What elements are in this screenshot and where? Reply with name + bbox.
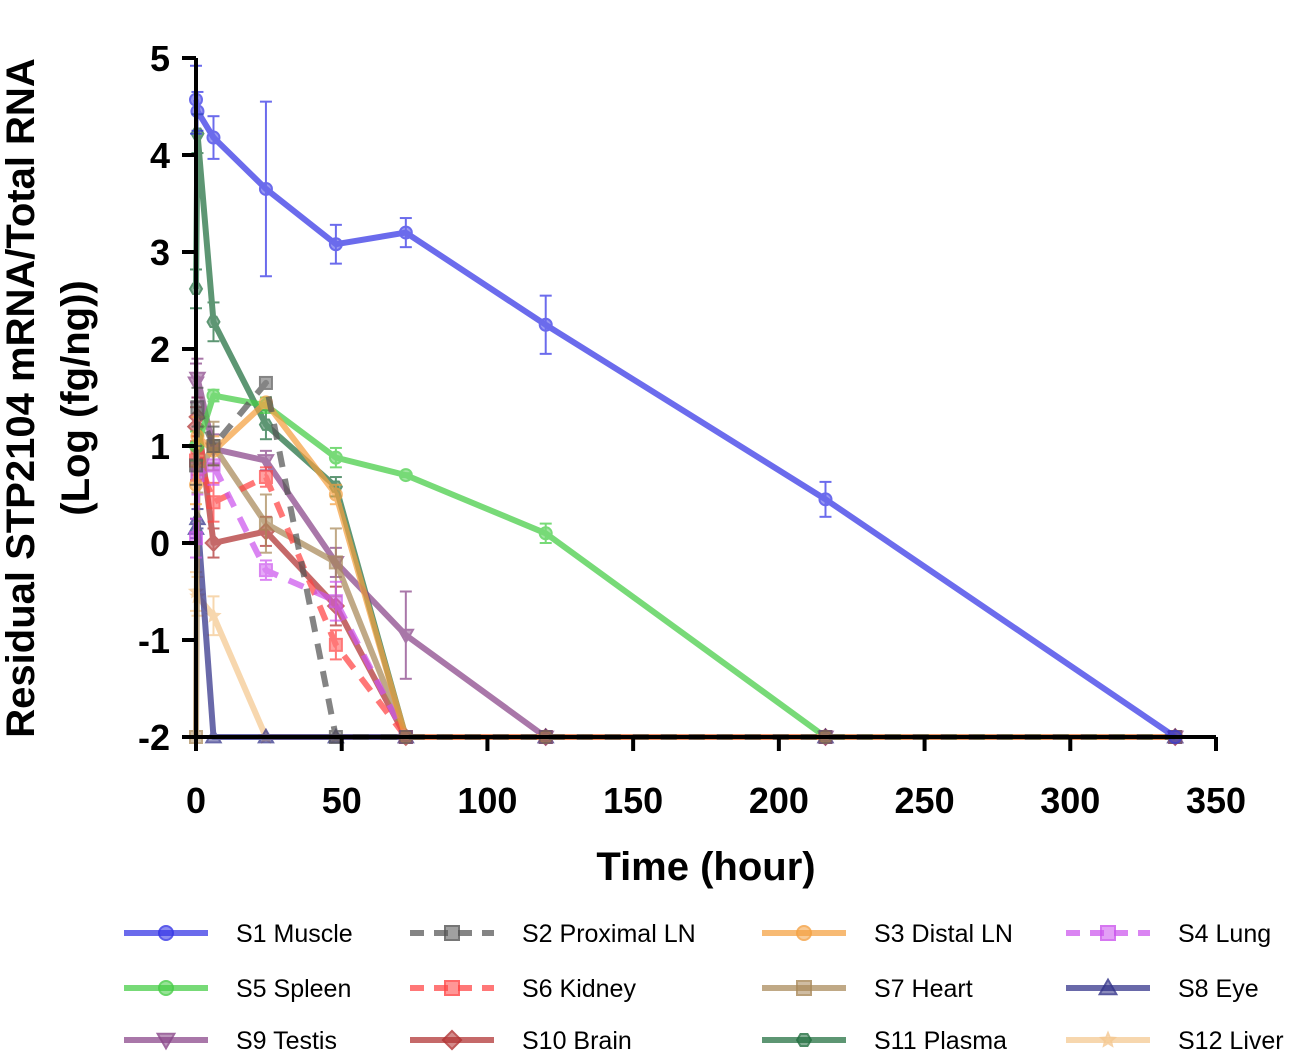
data-point: [398, 468, 413, 483]
x-tick-label: 100: [457, 780, 517, 821]
data-point: [328, 487, 343, 502]
x-tick-label: 150: [603, 780, 663, 821]
data-point: [206, 130, 221, 145]
series-layer: [186, 64, 1185, 747]
data-point: [396, 628, 415, 645]
y-tick-label: 4: [150, 135, 170, 176]
x-tick-label: 200: [749, 780, 809, 821]
x-tick-label: 250: [895, 780, 955, 821]
y-axis-title-line2: (Log (fg/ng)): [54, 280, 98, 515]
legend-label: S10 Brain: [522, 1027, 632, 1053]
legend-item-s9-testis: S9 Testis: [124, 1027, 337, 1053]
legend-item-s8-eye: S8 Eye: [1066, 975, 1259, 1003]
y-tick-label: 1: [150, 426, 170, 467]
data-point: [206, 495, 221, 510]
legend-label: S12 Liver: [1178, 1027, 1284, 1053]
data-point: [258, 181, 273, 196]
y-axis-title-line1: Residual STP2104 mRNA/Total RNA: [0, 58, 43, 737]
data-point: [538, 317, 553, 332]
legend-label: S8 Eye: [1178, 975, 1259, 1003]
data-point: [328, 555, 343, 570]
y-ticks: -2 -1 0 1 2 3 4 5: [138, 38, 196, 758]
legend-swatch-marker: [158, 925, 174, 941]
legend-item-s3-distal-ln: S3 Distal LN: [762, 920, 1013, 948]
y-tick-label: 3: [150, 232, 170, 273]
data-point: [258, 418, 274, 431]
legend-swatch-marker: [796, 925, 812, 941]
x-tick-label: 50: [322, 780, 362, 821]
x-tick-label: 0: [186, 780, 206, 821]
legend-swatch-marker: [1097, 977, 1119, 996]
legend-label: S11 Plasma: [874, 1027, 1007, 1053]
legend-swatch-marker: [444, 980, 460, 996]
legend-label: S4 Lung: [1178, 920, 1271, 948]
data-point: [398, 225, 413, 240]
legend-swatch-marker: [444, 925, 460, 941]
legend-item-s2-proximal-ln: S2 Proximal LN: [410, 920, 696, 948]
data-point: [206, 439, 221, 453]
data-point: [818, 492, 833, 507]
data-point: [328, 594, 343, 609]
y-tick-label: 2: [150, 329, 170, 370]
data-point: [328, 450, 343, 465]
data-point: [258, 470, 273, 485]
legend-swatch-marker: [795, 1032, 813, 1048]
legend-label: S9 Testis: [236, 1027, 337, 1053]
legend-label: S2 Proximal LN: [522, 920, 696, 948]
y-tick-label: -2: [138, 717, 170, 758]
y-tick-label: 5: [150, 38, 170, 79]
legend-item-s7-heart: S7 Heart: [762, 975, 973, 1003]
legend-label: S3 Distal LN: [874, 920, 1013, 948]
data-point: [328, 637, 343, 652]
legend-swatch-marker: [441, 1029, 463, 1051]
legend: S1 Muscle S2 Proximal LN S3 Distal LN S4 Lu…: [124, 920, 1284, 1053]
legend-item-s10-brain: S10 Brain: [410, 1027, 632, 1053]
y-tick-label: 0: [150, 523, 170, 564]
x-axis-title: Time (hour): [596, 845, 815, 889]
legend-swatch-marker: [158, 980, 174, 996]
legend-label: S1 Muscle: [236, 920, 353, 948]
series-line: [193, 515, 1176, 740]
x-tick-label: 350: [1186, 780, 1246, 821]
data-point: [257, 454, 275, 470]
legend-item-s4-lung: S4 Lung: [1066, 920, 1271, 948]
legend-item-s5-spleen: S5 Spleen: [124, 975, 351, 1003]
data-point: [258, 375, 273, 390]
legend-label: S7 Heart: [874, 975, 973, 1003]
legend-swatch-marker: [155, 1032, 177, 1051]
legend-item-s12-liver: S12 Liver: [1066, 1027, 1284, 1053]
series-line: [193, 443, 1176, 740]
data-point: [206, 315, 221, 329]
data-point: [328, 237, 343, 252]
data-point: [205, 607, 222, 623]
legend-swatch-marker: [796, 980, 812, 996]
data-point: [206, 388, 221, 403]
legend-item-s1-muscle: S1 Muscle: [124, 920, 353, 948]
data-point: [538, 526, 553, 541]
x-tick-label: 300: [1040, 780, 1100, 821]
legend-swatch-marker: [1098, 1030, 1118, 1048]
data-point: [258, 516, 273, 531]
legend-label: S6 Kidney: [522, 975, 636, 1003]
plot-area: -2 -1 0 1 2 3 4 5 0 50 100 150 200 250 300 350: [138, 38, 1246, 821]
legend-swatch-marker: [1100, 925, 1116, 941]
series-s9-testis: [187, 357, 1185, 747]
series-s1-muscle: [189, 64, 1183, 744]
data-point: [258, 563, 273, 578]
y-tick-label: -1: [138, 620, 170, 661]
legend-label: S5 Spleen: [236, 975, 351, 1003]
legend-item-s6-kidney: S6 Kidney: [410, 975, 636, 1003]
x-ticks: 0 50 100 150 200 250 300 350: [186, 737, 1246, 821]
data-point: [204, 533, 223, 553]
legend-item-s11-plasma: S11 Plasma: [762, 1027, 1007, 1053]
